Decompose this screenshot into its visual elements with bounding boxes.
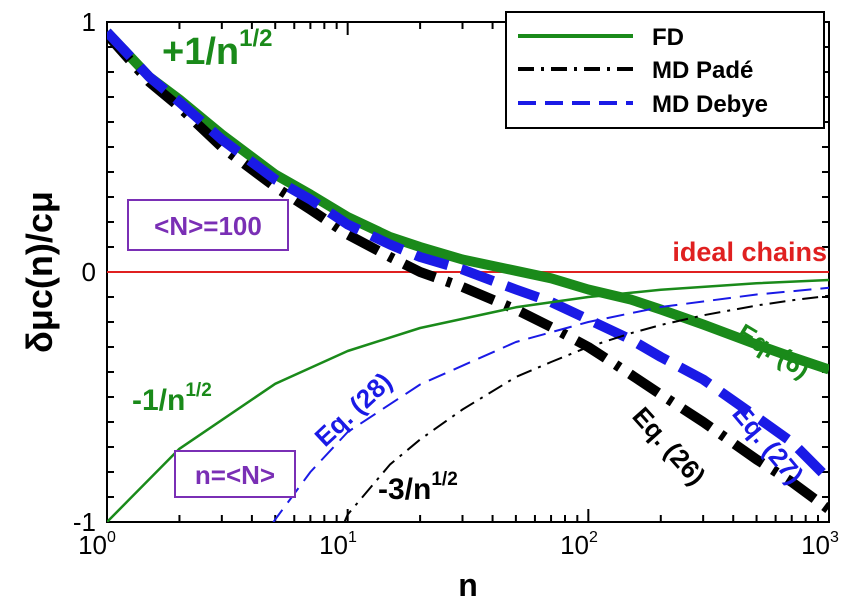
ideal-chains-label: ideal chains (672, 237, 827, 267)
annotation-plus-inv-sqrt: +1/n1/2 (162, 25, 272, 73)
series-layer (107, 28, 829, 522)
x-tick-label-1: 100 (78, 529, 116, 560)
x-axis-label: n (458, 567, 478, 603)
annotation-eq6: Eq. (6) (732, 317, 816, 384)
annotation-eq28: Eq. (28) (309, 366, 398, 452)
series-line-2 (107, 28, 829, 484)
legend-label-md-debye: MD Debye (652, 91, 768, 118)
series-line-5 (343, 294, 829, 522)
y-axis-label: δμc(n)/cμ (19, 191, 60, 353)
annotation-minus-inv-sqrt: -1/n1/2 (132, 380, 212, 417)
box-n-equals-N-text: n=<N> (195, 460, 275, 490)
box-n-equals-N (174, 450, 296, 498)
legend: FD MD Padé MD Debye (505, 11, 825, 129)
y-tick-label-neg1: -1 (73, 507, 96, 537)
annotation-minus3-inv-sqrt: -3/n1/2 (378, 469, 458, 506)
x-tick-label-1000: 103 (801, 529, 839, 560)
x-tick-label-100: 102 (560, 529, 598, 560)
box-mean-N-100 (127, 199, 289, 251)
legend-label-fd: FD (652, 24, 684, 51)
box-mean-N-100-text: <N>=100 (154, 211, 262, 241)
x-tick-label-10: 101 (319, 529, 357, 560)
legend-label-md-pade: MD Padé (652, 57, 753, 84)
y-tick-label-0: 0 (82, 257, 96, 287)
series-line-1 (107, 31, 829, 514)
y-tick-label-1: 1 (82, 7, 96, 37)
series-line-3 (107, 278, 829, 522)
